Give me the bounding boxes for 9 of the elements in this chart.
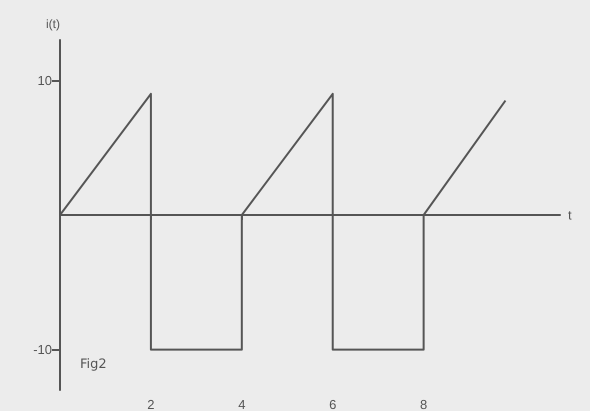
annotation: Fig2 [80,357,107,372]
x-tick-label: 6 [329,397,336,411]
x-tick-label: 8 [420,397,428,411]
x-tick-label: 4 [238,397,246,411]
x-tick-label: 2 [147,397,155,411]
y-tick-label: 10 [38,72,52,88]
y-tick-label: -10 [33,342,52,358]
x-axis-title: t [568,208,572,222]
y-axis-title: i(t) [46,17,60,31]
